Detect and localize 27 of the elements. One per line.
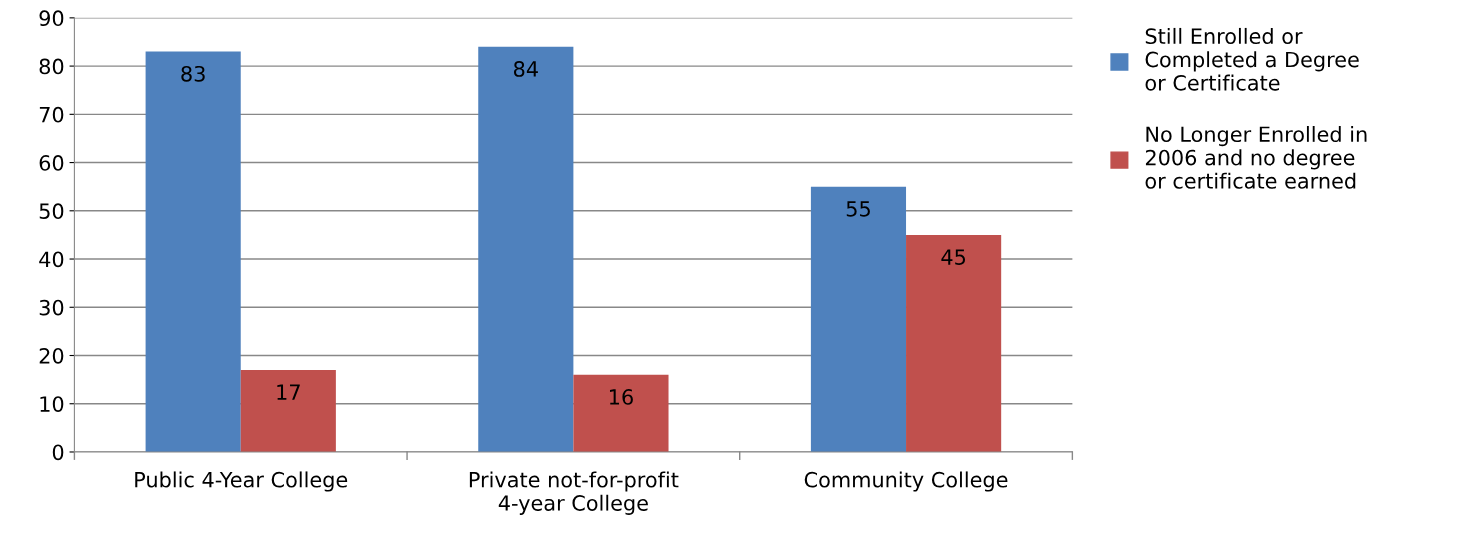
x-tick-label: Private not-for-profit 4-year College bbox=[469, 471, 679, 515]
data-label: 45 bbox=[941, 249, 966, 265]
bar bbox=[240, 369, 336, 452]
legend-label: Still Enrolled or Completed a Degree or Certificate bbox=[1145, 27, 1359, 91]
data-label: 16 bbox=[609, 389, 633, 405]
y-tick-label: 30 bbox=[39, 299, 64, 316]
data-label: 83 bbox=[181, 65, 205, 82]
y-tick-label: 0 bbox=[52, 444, 64, 461]
y-tick-label: 10 bbox=[40, 396, 64, 412]
bar bbox=[906, 234, 1002, 452]
data-label: 84 bbox=[513, 61, 538, 77]
y-tick-label: 90 bbox=[39, 10, 64, 27]
data-label: 55 bbox=[846, 201, 870, 217]
bar bbox=[478, 46, 574, 452]
y-tick-label: 40 bbox=[39, 251, 64, 268]
y-tick-label: 70 bbox=[39, 106, 64, 123]
x-tick-label: Community College bbox=[804, 471, 1008, 492]
y-tick-label: 20 bbox=[39, 347, 64, 364]
y-tick-label: 50 bbox=[39, 203, 64, 220]
y-tick-label: 60 bbox=[39, 155, 64, 171]
bar bbox=[573, 374, 669, 452]
bar bbox=[810, 186, 907, 452]
y-tick-label: 80 bbox=[39, 58, 64, 75]
x-tick-label: Public 4-Year College bbox=[135, 471, 348, 492]
legend-label: No Longer Enrolled in 2006 and no degree or certificate earned bbox=[1145, 125, 1367, 189]
data-label: 17 bbox=[277, 384, 300, 400]
bar bbox=[145, 51, 241, 452]
